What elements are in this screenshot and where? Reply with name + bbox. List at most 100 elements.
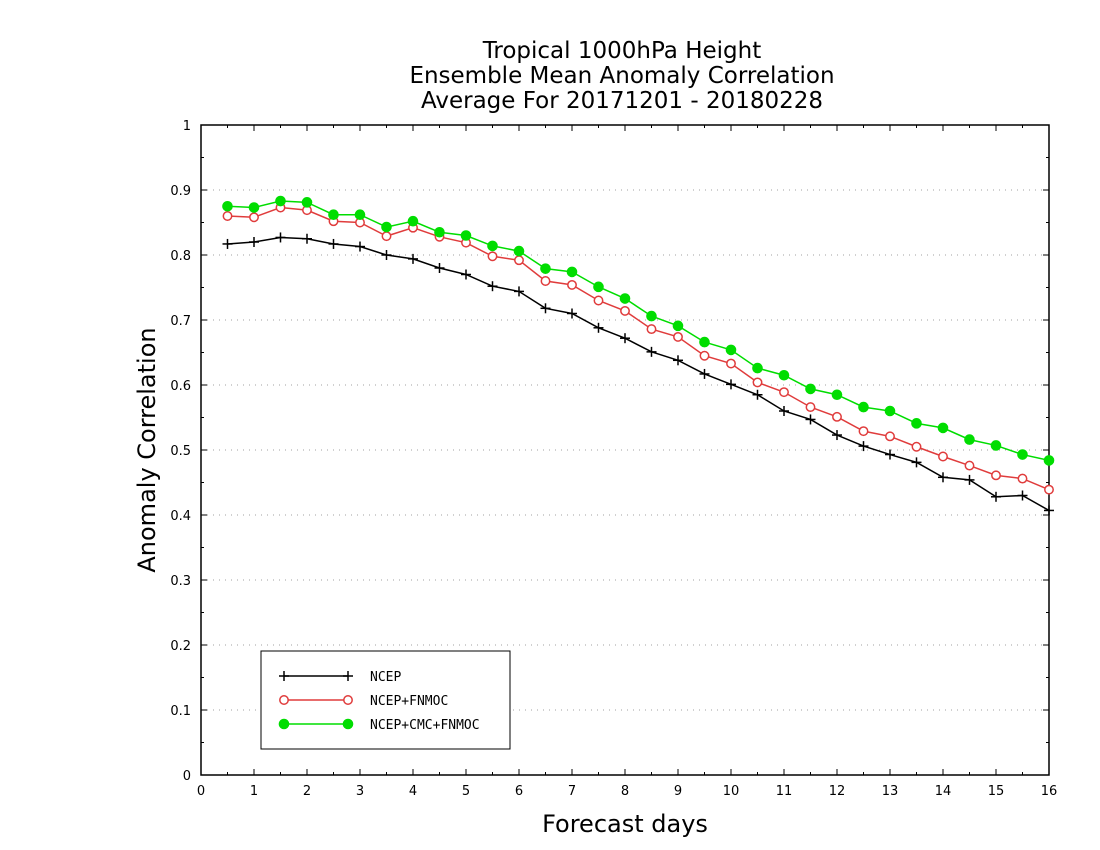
data-point [487,281,498,292]
data-point [752,377,763,388]
data-point [752,362,763,374]
data-point [1017,449,1028,460]
legend-marker [343,671,353,681]
data-point [381,231,392,242]
data-point [540,263,551,274]
y-tick-label: 0.1 [170,704,191,719]
data-point [513,245,525,257]
x-tick-label: 0 [197,784,205,799]
data-point [831,389,843,401]
data-point [620,333,630,344]
y-tick-label: 0.7 [170,314,191,329]
data-point [805,402,816,413]
data-point [725,344,737,356]
data-point [990,440,1002,451]
y-tick-label: 0.4 [170,509,191,524]
series-line [227,206,1050,491]
chart-title-line: Tropical 1000hPa Height [482,38,762,64]
y-tick-label: 0.3 [170,574,191,589]
x-tick-label: 16 [1041,784,1058,799]
x-tick-label: 3 [356,784,364,799]
data-point [567,308,577,319]
data-point [514,255,524,266]
data-point [487,240,498,252]
data-point [858,426,869,437]
y-tick-label: 0.8 [170,249,191,264]
chart-title-line: Average For 20171201 - 20180228 [421,88,823,114]
data-point [355,241,365,252]
x-tick-label: 9 [674,784,682,799]
data-point [566,266,578,278]
data-point [302,233,312,244]
data-point [726,358,736,369]
x-tick-label: 1 [250,784,258,799]
data-point [779,406,789,416]
data-point [328,209,339,220]
data-point [540,303,551,314]
data-point [991,470,1001,481]
data-point [1017,473,1028,484]
legend-entry: NCEP+FNMOC [279,694,448,709]
data-point [805,414,816,425]
data-point [301,197,313,208]
data-point [381,221,392,233]
data-point [460,230,472,241]
legend-marker [342,718,354,730]
data-point [461,269,471,280]
y-axis: 0 0.1 0.2 0.3 0.4 0.5 0.6 0.7 0.8 0.9 1 [170,119,1049,784]
data-point [1017,490,1028,501]
data-point [778,369,790,381]
data-point [249,237,259,247]
chart-title-line: Ensemble Mean Anomaly Correlation [409,63,834,89]
data-point [1043,455,1055,466]
data-point [646,346,657,357]
legend-label: NCEP [370,670,401,685]
data-point [752,389,763,400]
data-point [858,401,869,413]
data-point [964,434,975,445]
x-tick-label: 10 [723,784,740,799]
data-point [222,211,233,221]
data-point [699,350,710,361]
data-point [938,451,948,462]
data-point [1044,505,1054,516]
data-point [249,212,259,223]
data-point [248,202,260,213]
legend-entry: NCEP+CMC+FNMOC [278,718,480,733]
legend-marker [278,718,290,730]
data-point [779,387,789,398]
data-point [593,281,604,293]
series-lines [222,195,1055,516]
x-tick-label: 13 [882,784,899,799]
data-point [514,286,524,297]
data-point [673,355,683,366]
data-point [222,238,233,249]
data-point [540,276,551,286]
data-point [699,368,710,379]
data-point [434,263,445,273]
legend: NCEP NCEP+FNMOC NCEP+CMC+FNMOC [260,650,511,750]
data-point [911,457,922,468]
data-point [884,405,896,417]
grid-lines [201,189,1049,711]
data-point [805,383,816,395]
series-1 [222,232,1054,516]
data-point [699,336,710,348]
series-3 [222,195,1055,466]
y-tick-label: 0.9 [170,184,191,199]
data-point [885,431,895,442]
legend-marker [279,671,289,681]
data-point [619,293,631,304]
data-point [672,320,684,332]
data-point [646,310,657,322]
x-tick-label: 8 [621,784,629,799]
data-point [487,251,498,262]
data-point [937,422,949,434]
x-tick-label: 11 [776,784,793,799]
x-axis-title: Forecast days [542,810,708,838]
data-point [593,295,604,306]
data-point [222,200,233,212]
x-tick-label: 4 [409,784,417,799]
